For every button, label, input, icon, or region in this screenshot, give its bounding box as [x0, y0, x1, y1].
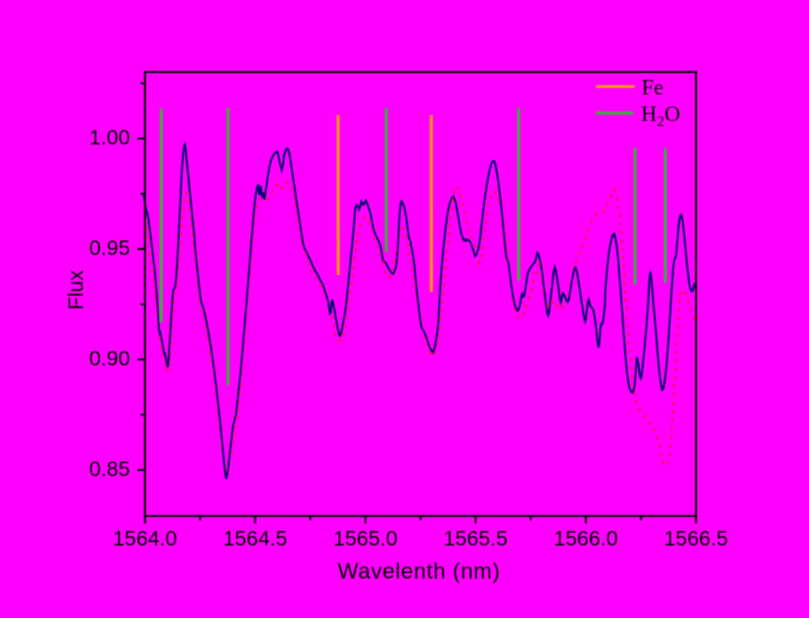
svg-text:H2O: H2O [641, 101, 680, 130]
svg-text:1566.0: 1566.0 [554, 528, 618, 551]
svg-text:1566.5: 1566.5 [664, 528, 728, 551]
svg-text:0.95: 0.95 [89, 237, 130, 260]
svg-text:Wavelenth (nm): Wavelenth (nm) [338, 559, 501, 584]
svg-text:1564.0: 1564.0 [113, 528, 177, 551]
svg-text:0.90: 0.90 [89, 348, 130, 371]
svg-text:1565.5: 1565.5 [443, 528, 507, 551]
svg-text:Fe: Fe [642, 75, 664, 100]
svg-text:1564.5: 1564.5 [223, 528, 287, 551]
svg-text:1565.0: 1565.0 [333, 528, 397, 551]
svg-text:Flux: Flux [65, 270, 88, 310]
svg-text:1.00: 1.00 [89, 127, 130, 150]
svg-text:0.85: 0.85 [89, 458, 130, 481]
